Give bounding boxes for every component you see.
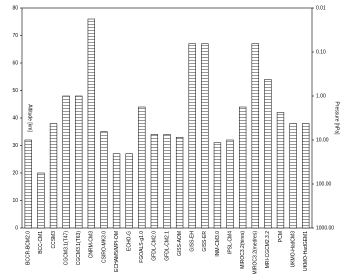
y-tick-label: 40 (12, 115, 18, 121)
bar (175, 137, 184, 229)
x-tick-label: MIROC3.2(hires) (240, 231, 246, 269)
bar (49, 123, 58, 229)
x-tick-label: PCM (278, 231, 284, 242)
x-tick-label: GISS-EH (190, 231, 196, 252)
x-tick-label: GFDL-CM2.1 (164, 231, 170, 261)
x-tick-label: BCCR-BCM2.0 (26, 231, 32, 265)
bar (264, 79, 272, 229)
x-tick-label: ECHAM5/MPI-OM (114, 231, 120, 272)
x-tick-label: FGOALS-g1.0 (139, 231, 145, 263)
x-tick-label: ECHO-G (127, 231, 133, 251)
x-tick-label: INM-CM3.0 (215, 231, 221, 257)
x-tick-label: CGCM3.1(T63) (76, 231, 82, 266)
x-tick-label: GISS-AOM (177, 231, 183, 256)
bar (138, 106, 146, 229)
y2-tick-label: 1.00 (316, 93, 326, 99)
bar (226, 139, 234, 229)
bar (201, 43, 209, 229)
bar (112, 153, 121, 229)
y2-tick-label: 0.01 (316, 5, 326, 11)
x-tick-label: CSIRO-MK3.0 (101, 231, 107, 263)
x-tick-label: UKMO-HadGEM1 (303, 231, 309, 271)
y-tick-label: 50 (12, 88, 18, 94)
x-tick-label: CNRM-CM3 (89, 231, 95, 258)
bar (24, 139, 32, 229)
bar (75, 95, 83, 229)
x-tick-label: CGCM3.1(T47) (63, 231, 69, 266)
bar (251, 43, 259, 229)
bar (188, 43, 196, 229)
y-axis-label: Altitude [km] (27, 104, 33, 132)
y-tick-label: 20 (12, 170, 18, 176)
bar (62, 95, 70, 229)
bar (150, 134, 159, 229)
bar (100, 131, 108, 229)
y2-tick-label: 1000.00 (316, 225, 334, 231)
x-tick-label: MRI-CGCM2.3.2 (265, 231, 271, 268)
y-tick-label: 10 (12, 198, 18, 204)
y-tick-label: 30 (12, 143, 18, 149)
bar (289, 123, 297, 229)
bar (37, 172, 45, 229)
x-tick-label: BCC-CM1 (38, 231, 44, 254)
y-tick-label: 60 (12, 60, 18, 66)
bar (125, 153, 133, 229)
y2-tick-label: 100.00 (316, 181, 332, 187)
bar (302, 123, 310, 229)
y2-tick-label: 0.10 (316, 49, 326, 55)
x-tick-label: MIROC3.2(medres) (253, 231, 259, 274)
x-tick-label: CCSM3 (51, 231, 57, 249)
x-tick-label: GISS-ER (202, 231, 208, 252)
x-tick-label: GFDL-CM2.0 (152, 231, 158, 261)
y-tick-label: 80 (12, 5, 18, 11)
bar (213, 142, 222, 229)
bar (163, 134, 171, 229)
y-tick-label: 0 (15, 225, 18, 231)
bar (276, 112, 285, 229)
bar (238, 106, 247, 229)
y2-axis-label: Pressure [hPa] (334, 101, 340, 135)
y-tick-label: 70 (12, 33, 18, 39)
x-tick-label: UKMO-HadCM3 (290, 231, 296, 268)
x-tick-label: IPSL-CM4 (227, 231, 233, 254)
y2-tick-label: 10.00 (316, 137, 329, 143)
bar (87, 18, 96, 229)
